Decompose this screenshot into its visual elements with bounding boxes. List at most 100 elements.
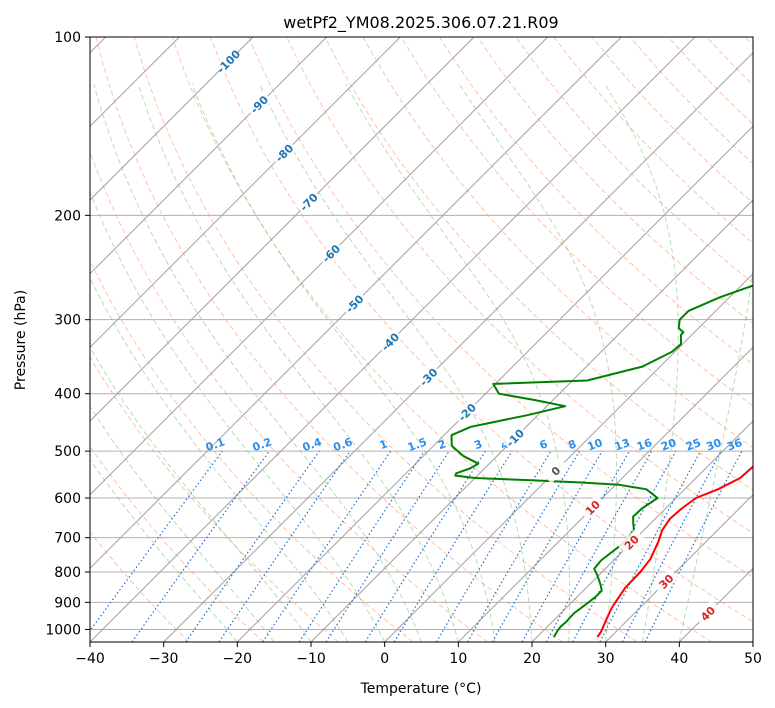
isotherm-line: [90, 37, 401, 349]
mixing-ratio-line: [644, 450, 743, 642]
isotherm-line: [90, 37, 328, 275]
dry-adiabat-line: [744, 37, 753, 47]
moist-adiabat-line: [259, 83, 533, 642]
chart-title: wetPf2_YM08.2025.306.07.21.R09: [283, 13, 558, 33]
mixing-ratio-line: [325, 450, 450, 642]
isotherm-label-bg: [618, 528, 645, 556]
isotherm-label-bg: [376, 328, 403, 355]
isotherm-label: -100: [215, 47, 244, 76]
mixing-ratio-label: 20: [659, 436, 678, 454]
mixing-ratio-line: [90, 450, 223, 632]
x-tick-label: 30: [597, 651, 615, 667]
mixing-ratio-label: 36: [725, 436, 744, 454]
y-tick-label: 300: [54, 313, 81, 329]
mixing-ratio-label: 6: [538, 437, 550, 452]
temperature-line: [596, 465, 753, 638]
dry-adiabat-line: [668, 37, 753, 125]
mixing-ratio-label: 8: [566, 437, 578, 452]
isotherm-label-bg: [579, 494, 606, 521]
isotherm-line: [236, 125, 753, 642]
dry-adiabat-line: [706, 37, 753, 86]
x-tick-label: −40: [75, 651, 105, 667]
mixing-ratio-label: 0.2: [251, 435, 274, 454]
moist-adiabat-line: [191, 83, 496, 642]
mixing-ratio-line: [572, 450, 677, 642]
isotherm-line: [678, 567, 753, 642]
x-tick-label: 10: [449, 651, 467, 667]
isotherm-label-bg: [501, 424, 528, 451]
dry-adiabat-line: [210, 37, 753, 623]
y-tick-label: 800: [54, 565, 81, 581]
dry-adiabat-line: [90, 259, 414, 642]
moist-adiabat-line: [678, 83, 753, 642]
isotherm-line: [752, 641, 753, 642]
moist-adiabat-line: [345, 83, 571, 642]
x-tick-label: 40: [670, 651, 688, 667]
y-tick-label: 1000: [45, 622, 81, 638]
moist-adiabat-line: [604, 83, 679, 642]
dry-adiabat-line: [591, 37, 753, 204]
dewpoint-line: [450, 284, 753, 638]
mixing-ratio-line: [545, 450, 653, 642]
y-tick-label: 600: [54, 491, 81, 507]
mixing-ratio-label: 16: [635, 436, 654, 454]
isotherm-line: [605, 493, 753, 642]
dry-adiabat-line: [90, 150, 488, 642]
dry-adiabat-line: [324, 37, 753, 491]
x-tick-label: 20: [523, 651, 541, 667]
moist-adiabat-line: [90, 458, 238, 642]
x-tick-label: 50: [744, 651, 762, 667]
moist-adiabat-line: [90, 346, 312, 642]
dry-adiabat-line: [248, 37, 753, 578]
plot-frame: [89, 36, 754, 643]
isotherm-line: [90, 37, 254, 201]
moist-adiabat-line: [93, 83, 422, 642]
mixing-ratio-label: 0.1: [204, 435, 227, 454]
moist-adiabat-line: [90, 190, 386, 642]
mixing-ratio-line: [131, 450, 270, 642]
isotherm-label-bg: [341, 290, 368, 317]
mixing-ratio-line: [393, 450, 513, 642]
mixing-ratio-label: 25: [684, 436, 703, 453]
dry-adiabat-line: [90, 531, 190, 642]
dry-adiabat-line: [133, 37, 638, 642]
dry-adiabat-line: [90, 356, 339, 642]
isotherm-label-bg: [245, 91, 272, 118]
dry-adiabat-line: [95, 37, 563, 642]
isotherm-line: [163, 51, 753, 642]
profile-lines: [450, 284, 753, 638]
isotherm-label-bg: [415, 363, 442, 390]
mixing-ratio-label: 2: [436, 437, 448, 452]
dry-adiabat-line: [438, 37, 753, 366]
isotherm-label-bg: [295, 188, 322, 215]
mixing-ratio-label: 30: [704, 436, 723, 454]
mixing-ratio-line: [218, 450, 351, 642]
mixing-ratio-line: [298, 450, 425, 642]
y-tick-label: 200: [54, 208, 81, 224]
moist-adiabat-line: [137, 83, 459, 642]
mixing-ratio-label: 10: [586, 436, 605, 454]
moist-adiabat-line: [458, 83, 617, 642]
isotherm-line: [90, 37, 475, 422]
isotherm-label-bg: [652, 568, 679, 595]
moist-adiabat-line: [90, 276, 349, 642]
isotherm-label-bg: [453, 398, 480, 426]
dry-adiabat-line: [400, 37, 753, 407]
x-tick-label: 0: [380, 651, 389, 667]
dry-adiabat-line: [90, 445, 264, 642]
isotherm-label-bg: [694, 600, 721, 627]
x-tick-label: −20: [223, 651, 253, 667]
isotherm-line: [90, 37, 622, 570]
background-lines: [90, 37, 753, 642]
y-tick-label: 900: [54, 595, 81, 611]
mixing-ratio-line: [599, 450, 702, 642]
isotherm-line: [310, 199, 753, 642]
dry-adiabat-line: [515, 37, 753, 284]
isotherm-label-bg: [542, 457, 569, 484]
dry-adiabat-line: [171, 37, 712, 642]
mixing-ratio-line: [262, 450, 392, 642]
y-tick-label: 100: [54, 30, 81, 46]
mixing-ratio-line: [185, 450, 320, 642]
mixing-ratio-label: 13: [613, 436, 632, 453]
